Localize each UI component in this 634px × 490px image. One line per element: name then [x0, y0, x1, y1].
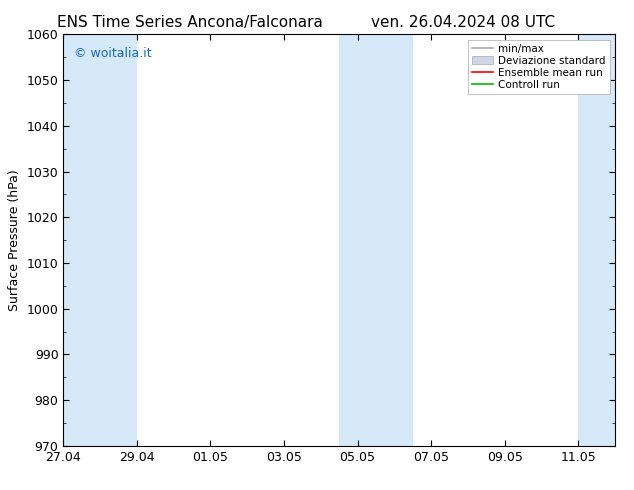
- Title: ENS Time Series Ancona/Falconara      ven. 26.04.2024 08 UTC: ENS Time Series Ancona/Falconara ven. 26…: [0, 489, 1, 490]
- Y-axis label: Surface Pressure (hPa): Surface Pressure (hPa): [8, 169, 21, 311]
- Bar: [339, 34, 413, 446]
- Text: ven. 26.04.2024 08 UTC: ven. 26.04.2024 08 UTC: [371, 15, 555, 30]
- Bar: [578, 34, 615, 446]
- Legend: min/max, Deviazione standard, Ensemble mean run, Controll run: min/max, Deviazione standard, Ensemble m…: [468, 40, 610, 94]
- Bar: [63, 34, 137, 446]
- Text: © woitalia.it: © woitalia.it: [74, 47, 152, 60]
- Text: ENS Time Series Ancona/Falconara: ENS Time Series Ancona/Falconara: [57, 15, 323, 30]
